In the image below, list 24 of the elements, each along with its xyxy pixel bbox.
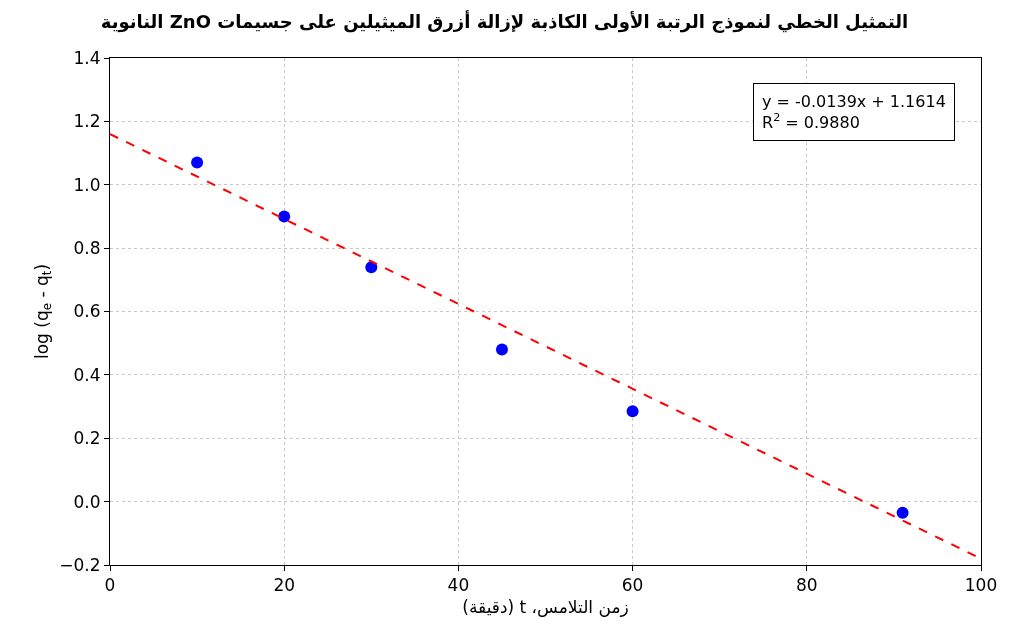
x-tick-label: 60	[621, 575, 644, 596]
y-tick-label: 0.6	[73, 301, 101, 322]
y-tick-label: 1.4	[73, 47, 101, 68]
y-tick-label: 1.2	[73, 111, 101, 132]
y-tick-label: 1.0	[73, 174, 101, 195]
point	[191, 156, 204, 169]
y-tick-label: 0.4	[73, 364, 101, 385]
y-tick-label: −0.2	[59, 554, 101, 575]
y-tick-label: 0.0	[73, 491, 101, 512]
x-tick-label: 20	[273, 575, 296, 596]
x-axis-title: زمن التلامس، t (دقيقة)	[462, 596, 629, 617]
y-tick-label: 0.8	[73, 238, 101, 259]
x-tick-label: 80	[795, 575, 818, 596]
x-tick-label: 100	[964, 575, 998, 596]
x-tick-label: 0	[104, 575, 116, 596]
annotation: y = -0.0139x + 1.1614	[762, 92, 946, 111]
point	[495, 343, 508, 356]
chart-title: التمثيل الخطي لنموذج الرتبة الأولى الكاذبة لإزالة أزرق الميثيلين على جسيمات ZnO النانوية	[100, 10, 909, 34]
point	[626, 405, 639, 418]
point	[896, 506, 909, 519]
point	[278, 210, 291, 223]
x-tick-label: 40	[447, 575, 470, 596]
y-tick-label: 0.2	[73, 428, 101, 449]
annotation: R$^{2}$ = 0.9880	[762, 111, 860, 132]
